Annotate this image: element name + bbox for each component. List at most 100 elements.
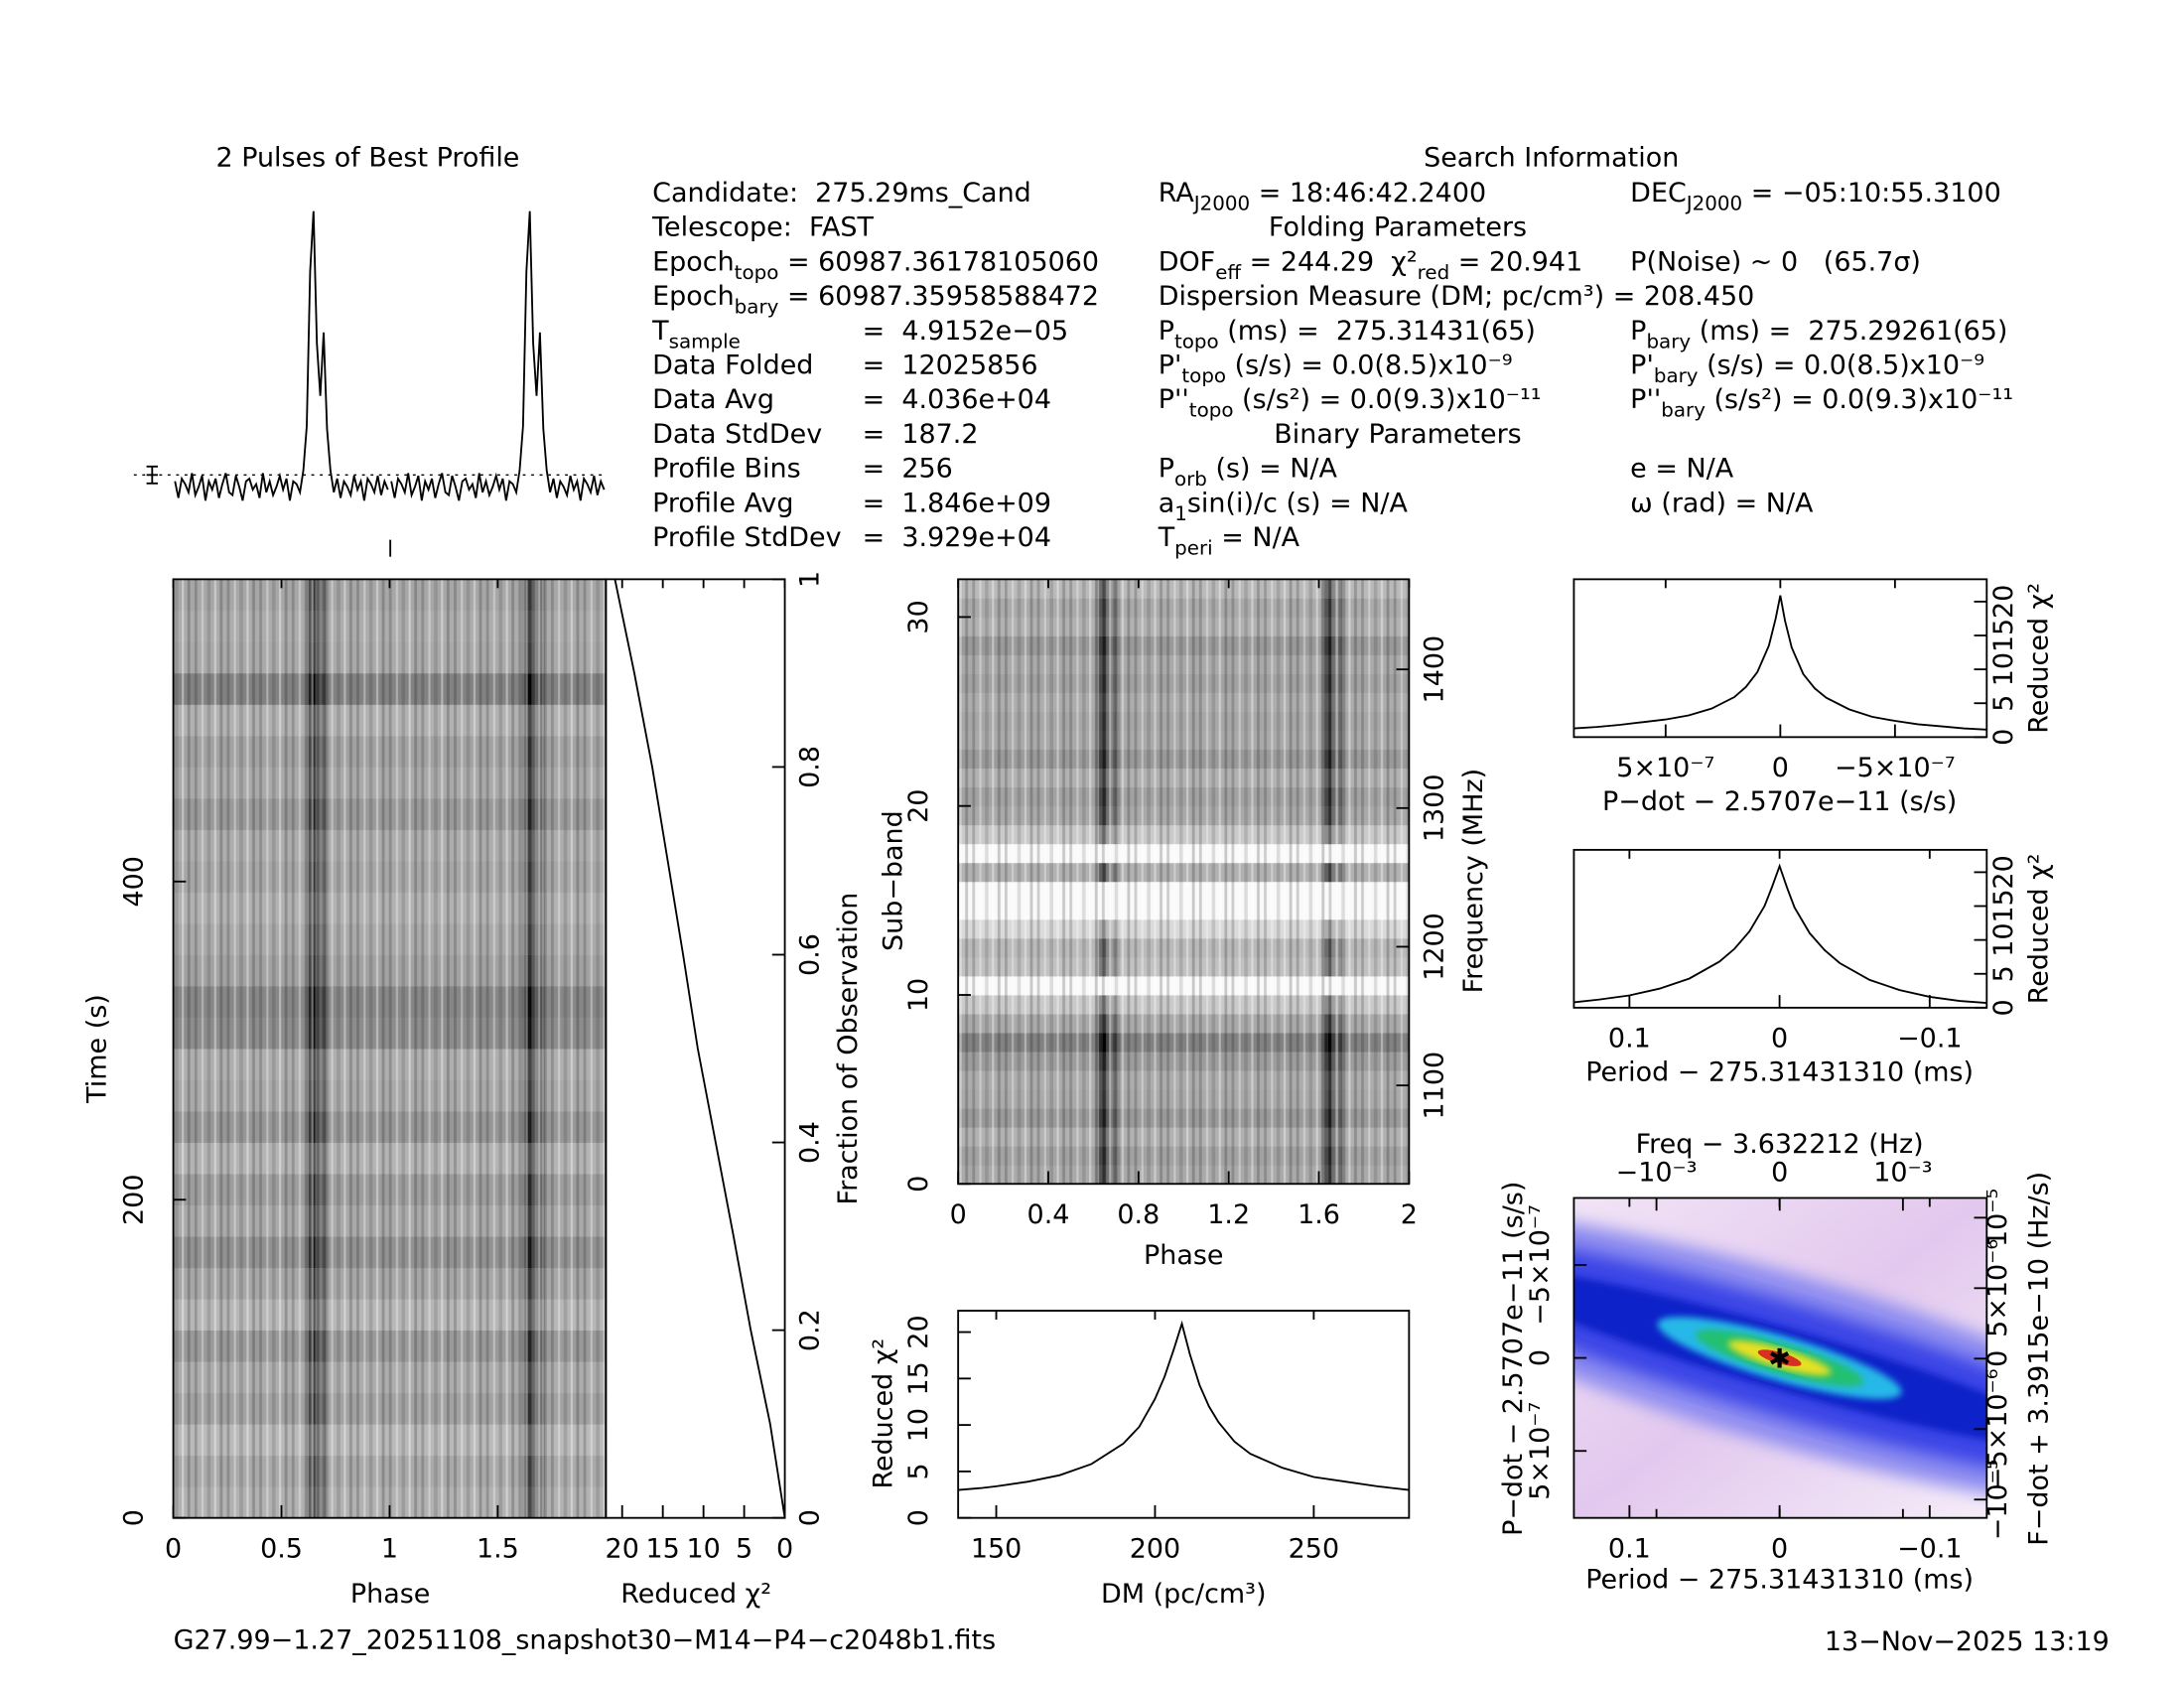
info-line: Ptopo (ms) = 275.31431(65) xyxy=(1159,316,1536,353)
file-name: G27.99−1.27_20251108_snapshot30−M14−P4−c… xyxy=(174,1625,997,1656)
info-line: Profile Avg xyxy=(652,488,793,518)
x-tick-label: 1 xyxy=(381,1533,398,1564)
profile-line xyxy=(174,211,389,501)
info-segment: Data StdDev xyxy=(652,419,822,450)
info-line: Tperi = N/A xyxy=(1158,522,1300,560)
axis-label: Phase xyxy=(350,1579,430,1610)
date: 13−Nov−2025 13:19 xyxy=(1825,1626,2110,1657)
y-tick-label: 0 xyxy=(1988,999,2019,1016)
info-line: P''topo (s/s²) = 0.0(9.3)x10⁻¹¹ xyxy=(1159,384,1542,422)
axis-label: F−dot + 3.3915e−10 (Hz/s) xyxy=(2023,1172,2054,1546)
info-segment: P'' xyxy=(1630,384,1661,415)
info-segment: red xyxy=(1418,261,1450,284)
y-tick-label: 1300 xyxy=(1419,774,1449,843)
info-value: = 3.929e+04 xyxy=(863,522,1051,553)
info-segment: bary xyxy=(1661,399,1706,422)
info-segment: = 60987.36178105060 xyxy=(778,246,1099,277)
y-tick-label: 5 xyxy=(1988,695,2019,712)
info-segment: J2000 xyxy=(1685,192,1742,214)
x-tick-label: 250 xyxy=(1289,1533,1339,1564)
info-line: Candidate: 275.29ms_Cand xyxy=(652,178,1031,209)
info-segment: sample xyxy=(669,330,741,352)
info-segment: P xyxy=(1630,316,1646,347)
y-tick-label: 20 xyxy=(1988,855,2019,889)
info-line: Porb (s) = N/A xyxy=(1159,454,1338,492)
y-tick-label: 30 xyxy=(903,600,934,633)
info-segment: (s/s²) = 0.0(9.3)x10⁻¹¹ xyxy=(1706,384,2013,415)
curve xyxy=(958,1320,1410,1491)
info-heading: Binary Parameters xyxy=(1274,419,1521,450)
info-segment: (s/s) = 0.0(8.5)x10⁻⁹ xyxy=(1226,350,1513,380)
info-line: Telescope: FAST xyxy=(651,212,874,243)
x-tick-label: 0.8 xyxy=(1117,1199,1160,1230)
info-segment: T xyxy=(651,316,669,347)
x-tick-label: 0 xyxy=(950,1199,967,1230)
x-tick-label: 0 xyxy=(1771,1533,1788,1564)
y-tick-label: 0 xyxy=(903,1176,934,1193)
plot-frame xyxy=(1572,578,1988,739)
info-segment: P xyxy=(1159,454,1174,485)
info-segment: Profile Bins xyxy=(652,454,800,485)
x-tick-label: −0.1 xyxy=(1897,1533,1962,1564)
x-tick-label: 5 xyxy=(736,1533,752,1564)
curve xyxy=(614,579,786,1518)
info-line: P'topo (s/s) = 0.0(8.5)x10⁻⁹ xyxy=(1159,350,1513,387)
info-segment: topo xyxy=(1181,364,1226,387)
info-line: Data StdDev xyxy=(652,419,822,450)
info-segment: topo xyxy=(1174,330,1219,352)
info-segment: T xyxy=(1158,522,1175,553)
info-segment: DOF xyxy=(1159,246,1215,277)
y-tick-label: −5×10⁻⁷ xyxy=(1525,1204,1556,1326)
info-value: = 12025856 xyxy=(863,350,1038,380)
info-line: P''bary (s/s²) = 0.0(9.3)x10⁻¹¹ xyxy=(1630,384,2013,422)
axis-label: Freq − 3.632212 (Hz) xyxy=(1636,1129,1924,1160)
info-segment: = −05:10:55.3100 xyxy=(1742,178,2001,209)
x-tick-label: 0 xyxy=(1771,1024,1788,1055)
info-segment: (s/s²) = 0.0(9.3)x10⁻¹¹ xyxy=(1233,384,1541,415)
axis-label: Reduced χ² xyxy=(620,1579,771,1610)
y-tick-label: 0.6 xyxy=(795,933,826,976)
info-segment: ω (rad) = N/A xyxy=(1630,488,1814,518)
x-tick-label: −0.1 xyxy=(1897,1024,1962,1055)
y-tick-label: 0 xyxy=(1988,729,2019,746)
x-tick-label: 0 xyxy=(1771,1157,1788,1188)
y-tick-label: 0 xyxy=(795,1509,826,1526)
y-tick-label: 5 xyxy=(903,1463,934,1479)
info-segment: DEC xyxy=(1630,178,1687,209)
info-segment: = N/A xyxy=(1213,522,1300,553)
info-line: Tsample xyxy=(651,316,741,353)
x-tick-label: 0 xyxy=(165,1533,182,1564)
plot-frame xyxy=(957,1310,1411,1519)
info-segment: bary xyxy=(1654,364,1699,387)
info-heading: Folding Parameters xyxy=(1269,212,1527,243)
info-line: DECJ2000 = −05:10:55.3100 xyxy=(1630,178,2001,215)
error-bar xyxy=(146,465,158,485)
info-segment: Data Avg xyxy=(652,384,774,415)
x-tick-label: 15 xyxy=(646,1533,680,1564)
axis-label: Fraction of Observation xyxy=(833,893,864,1205)
info-value: = 4.9152e−05 xyxy=(863,316,1068,347)
info-line: Data Avg xyxy=(652,384,774,415)
info-segment: P xyxy=(1159,316,1174,347)
axis-label: Time (s) xyxy=(81,994,112,1104)
info-segment: Dispersion Measure (DM; pc/cm³) = 208.45… xyxy=(1159,281,1755,312)
info-segment: P(Noise) ~ 0 (65.7σ) xyxy=(1630,246,1921,277)
info-line: P'bary (s/s) = 0.0(8.5)x10⁻⁹ xyxy=(1630,350,1984,387)
x-tick-label: 0.5 xyxy=(260,1533,303,1564)
axis-label: Frequency (MHz) xyxy=(1458,769,1489,994)
axis-label: DM (pc/cm³) xyxy=(1101,1579,1266,1610)
plot-frame xyxy=(957,578,1411,1186)
x-tick-label: 200 xyxy=(1130,1533,1180,1564)
y-tick-label: 10 xyxy=(903,1408,934,1442)
y-tick-label: −10⁻⁵ xyxy=(1982,1459,2013,1540)
info-segment: (ms) = 275.29261(65) xyxy=(1691,316,2007,347)
info-segment: P'' xyxy=(1159,384,1189,415)
info-segment: sin(i)/c (s) = N/A xyxy=(1187,488,1409,518)
info-segment: (s) = N/A xyxy=(1207,454,1338,485)
info-value: = 187.2 xyxy=(863,419,979,450)
y-tick-label: 200 xyxy=(118,1175,149,1225)
y-tick-label: 1 xyxy=(795,571,826,588)
info-line: DOFeff = 244.29 χ²red = 20.941 xyxy=(1159,246,1583,284)
y-tick-label: 5×10⁻⁶ xyxy=(1982,1239,2013,1337)
